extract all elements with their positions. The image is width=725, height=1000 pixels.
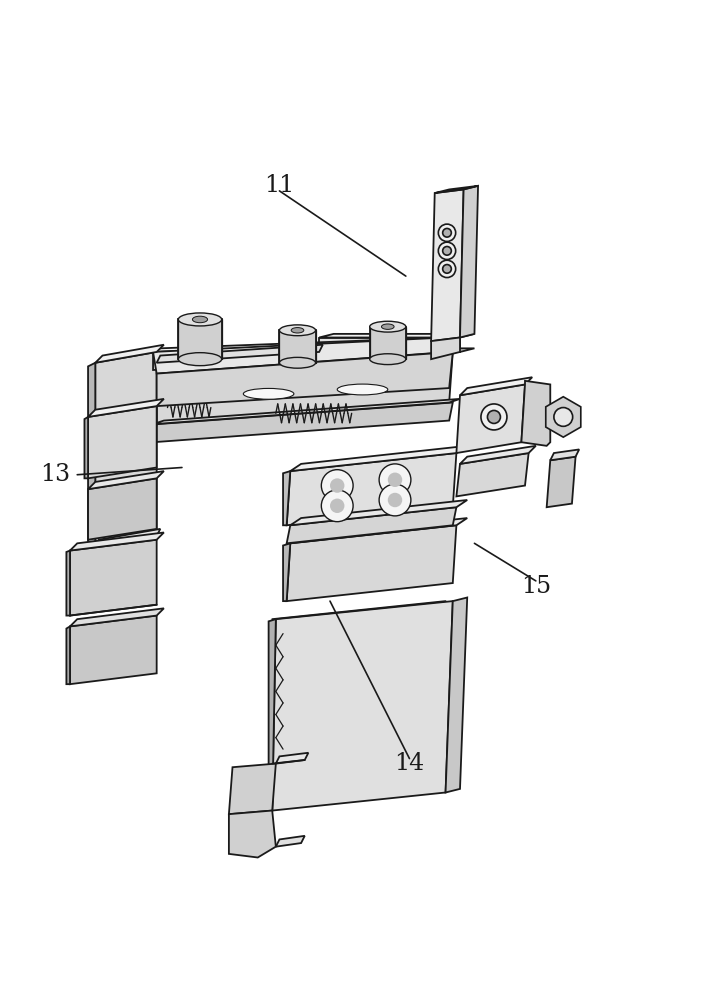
Polygon shape: [279, 330, 315, 363]
Polygon shape: [153, 352, 453, 424]
Circle shape: [443, 246, 452, 255]
Polygon shape: [290, 446, 467, 471]
Polygon shape: [229, 811, 276, 857]
Circle shape: [439, 224, 456, 241]
Polygon shape: [84, 417, 88, 478]
Polygon shape: [521, 381, 550, 446]
Polygon shape: [550, 449, 579, 460]
Polygon shape: [272, 601, 453, 811]
Polygon shape: [319, 338, 460, 352]
Polygon shape: [319, 334, 474, 338]
Polygon shape: [546, 397, 581, 437]
Polygon shape: [178, 319, 222, 359]
Polygon shape: [95, 352, 157, 547]
Circle shape: [330, 478, 344, 493]
Ellipse shape: [192, 316, 207, 323]
Circle shape: [321, 490, 353, 522]
Polygon shape: [457, 384, 525, 453]
Polygon shape: [290, 500, 467, 525]
Polygon shape: [446, 597, 467, 792]
Circle shape: [443, 228, 452, 237]
Polygon shape: [460, 186, 478, 338]
Polygon shape: [370, 327, 406, 359]
Polygon shape: [95, 529, 160, 547]
Polygon shape: [283, 543, 290, 601]
Polygon shape: [460, 377, 532, 395]
Polygon shape: [457, 453, 529, 496]
Circle shape: [443, 265, 452, 273]
Polygon shape: [153, 338, 460, 374]
Ellipse shape: [381, 324, 394, 329]
Polygon shape: [88, 399, 164, 417]
Circle shape: [379, 464, 411, 496]
Ellipse shape: [370, 354, 406, 365]
Polygon shape: [157, 345, 323, 363]
Polygon shape: [67, 551, 70, 616]
Polygon shape: [276, 836, 304, 847]
Circle shape: [439, 260, 456, 278]
Polygon shape: [290, 518, 467, 543]
Polygon shape: [157, 352, 453, 406]
Ellipse shape: [291, 328, 304, 333]
Polygon shape: [283, 471, 290, 525]
Polygon shape: [286, 507, 457, 543]
Text: 14: 14: [394, 752, 425, 775]
Circle shape: [388, 493, 402, 507]
Polygon shape: [431, 338, 460, 359]
Circle shape: [487, 410, 500, 423]
Circle shape: [439, 242, 456, 259]
Polygon shape: [431, 189, 463, 341]
Polygon shape: [88, 471, 164, 489]
Polygon shape: [70, 540, 157, 616]
Circle shape: [321, 470, 353, 501]
Polygon shape: [286, 453, 457, 525]
Ellipse shape: [178, 313, 222, 326]
Polygon shape: [67, 626, 70, 684]
Polygon shape: [460, 446, 536, 464]
Polygon shape: [70, 616, 157, 684]
Polygon shape: [95, 345, 164, 363]
Polygon shape: [286, 525, 457, 601]
Ellipse shape: [178, 353, 222, 366]
Polygon shape: [88, 363, 95, 547]
Polygon shape: [153, 402, 453, 442]
Polygon shape: [435, 186, 478, 193]
Polygon shape: [88, 478, 157, 540]
Polygon shape: [149, 374, 157, 424]
Ellipse shape: [337, 384, 388, 395]
Polygon shape: [88, 406, 157, 478]
Ellipse shape: [370, 321, 406, 332]
Circle shape: [554, 408, 573, 426]
Circle shape: [481, 404, 507, 430]
Text: 11: 11: [265, 174, 294, 197]
Polygon shape: [547, 457, 576, 507]
Polygon shape: [153, 338, 446, 370]
Polygon shape: [70, 608, 164, 626]
Ellipse shape: [244, 388, 294, 399]
Text: 15: 15: [521, 575, 551, 598]
Circle shape: [388, 473, 402, 487]
Polygon shape: [70, 532, 164, 551]
Circle shape: [330, 499, 344, 513]
Polygon shape: [153, 399, 460, 424]
Polygon shape: [229, 764, 276, 814]
Polygon shape: [268, 619, 276, 811]
Ellipse shape: [279, 325, 315, 336]
Polygon shape: [319, 348, 474, 352]
Polygon shape: [153, 338, 446, 352]
Circle shape: [379, 484, 411, 516]
Ellipse shape: [279, 357, 315, 368]
Polygon shape: [276, 753, 308, 764]
Text: 13: 13: [41, 463, 70, 486]
